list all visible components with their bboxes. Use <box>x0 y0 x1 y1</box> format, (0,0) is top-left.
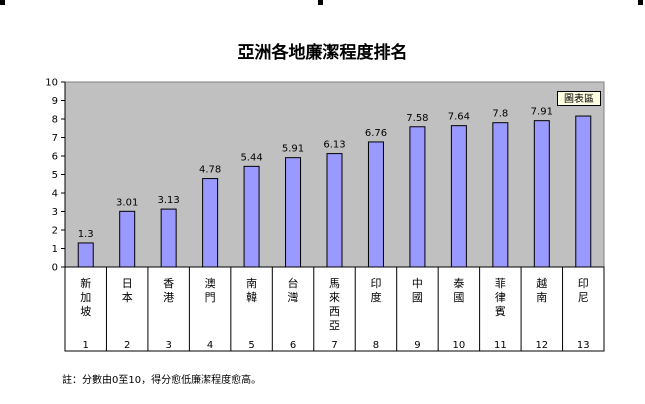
bar <box>119 210 136 268</box>
data-label: 3.13 <box>158 195 180 206</box>
data-label: 7.64 <box>448 112 470 123</box>
data-label: 5.91 <box>282 144 304 155</box>
selection-handle-top-left[interactable] <box>0 0 5 5</box>
y-tick-label: 0 <box>52 263 58 274</box>
bar <box>492 122 509 268</box>
rank-label: 6 <box>290 340 296 351</box>
bar <box>285 157 302 268</box>
footnote: 註：分數由0至10，得分愈低廉潔程度愈高。 <box>62 375 262 386</box>
rank-label: 5 <box>248 340 254 351</box>
bar <box>367 141 384 268</box>
category-label: 南韓 <box>246 277 257 304</box>
selection-handle-top-center[interactable] <box>318 0 323 5</box>
data-label: 6.76 <box>365 128 387 139</box>
data-label: 3.01 <box>116 197 138 208</box>
chart-title: 亞洲各地廉潔程度排名 <box>237 43 408 63</box>
rank-label: 4 <box>207 340 213 351</box>
data-label: 1.3 <box>78 229 94 240</box>
category-label: 澳門 <box>205 277 216 304</box>
bar <box>160 208 177 268</box>
category-label: 越南 <box>536 276 547 304</box>
category-label: 日本 <box>122 277 133 304</box>
category-label: 中國 <box>412 277 423 304</box>
data-label: 7.91 <box>531 107 553 118</box>
bar <box>409 126 426 268</box>
rank-label: 3 <box>165 340 171 351</box>
y-tick-label: 3 <box>52 207 58 218</box>
rank-label: 7 <box>331 340 337 351</box>
bar <box>77 242 94 268</box>
data-label: 7.58 <box>406 113 428 124</box>
y-tick-label: 10 <box>45 78 58 89</box>
data-label: 4.78 <box>199 165 221 176</box>
selection-handle-top-right[interactable] <box>638 0 643 5</box>
data-label: 7.8 <box>492 109 508 120</box>
data-label: 6.13 <box>323 140 345 151</box>
y-tick-label: 2 <box>52 226 58 237</box>
y-tick-label: 5 <box>52 170 58 181</box>
bar <box>243 165 260 268</box>
rank-label: 1 <box>83 340 89 351</box>
bar <box>575 115 592 268</box>
rank-label: 8 <box>373 340 379 351</box>
y-tick-label: 1 <box>52 244 58 255</box>
bar <box>326 153 343 268</box>
rank-label: 12 <box>535 340 548 351</box>
category-label: 菲律賓 <box>495 277 506 318</box>
category-label: 香港 <box>163 277 174 304</box>
rank-label: 13 <box>577 340 590 351</box>
category-label: 印度 <box>370 277 381 304</box>
category-label: 泰國 <box>453 276 464 304</box>
y-tick-label: 9 <box>52 96 58 107</box>
data-label: 5.44 <box>240 152 262 163</box>
y-tick-label: 7 <box>52 133 58 144</box>
chart-area-tooltip: 圖表區 <box>557 91 601 106</box>
category-label: 新加坡 <box>80 276 91 318</box>
y-tick-label: 6 <box>52 152 58 163</box>
category-label: 台灣 <box>288 276 299 304</box>
bar <box>533 120 550 268</box>
category-label: 印尼 <box>578 277 589 304</box>
rank-label: 10 <box>453 340 466 351</box>
category-label: 馬來西亞 <box>329 277 340 332</box>
bar <box>450 125 467 268</box>
bar <box>202 178 219 268</box>
rank-label: 2 <box>124 340 130 351</box>
rank-label: 9 <box>414 340 420 351</box>
y-tick-label: 8 <box>52 115 58 126</box>
rank-label: 11 <box>494 340 507 351</box>
y-tick-label: 4 <box>52 189 58 200</box>
